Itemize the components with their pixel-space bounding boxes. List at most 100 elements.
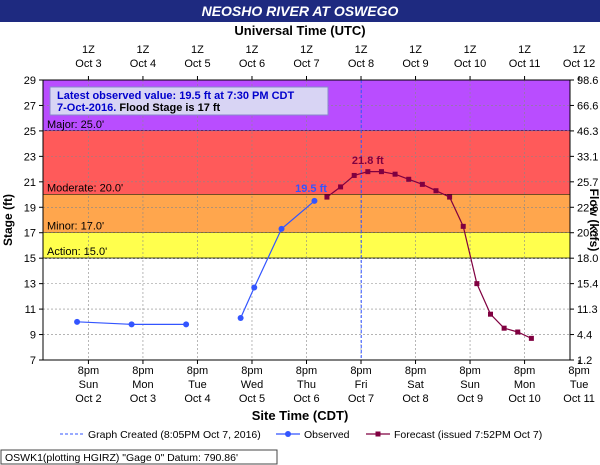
site-tick-date: Oct 5: [239, 393, 265, 405]
y-left-tick-label: 15: [24, 253, 36, 265]
forecast-point: [392, 171, 398, 177]
utc-tick-time: 1Z: [82, 44, 95, 56]
forecast-point: [460, 223, 466, 229]
site-tick-day: Sat: [407, 379, 424, 391]
forecast-point: [501, 325, 507, 331]
forecast-point: [378, 169, 384, 175]
y-left-tick-label: 19: [24, 202, 36, 214]
utc-tick-time: 1Z: [137, 44, 150, 56]
utc-tick-date: Oct 7: [293, 58, 319, 70]
utc-tick-time: 1Z: [191, 44, 204, 56]
site-tick-time: 8pm: [241, 365, 262, 377]
forecast-point: [419, 181, 425, 187]
observed-point: [128, 321, 135, 328]
threshold-label-minor: Minor: 17.0': [47, 221, 104, 233]
chart-title: NEOSHO RIVER AT OSWEGO: [202, 3, 399, 19]
forecast-point: [365, 169, 371, 175]
utc-tick-time: 1Z: [355, 44, 368, 56]
site-tick-date: Oct 9: [457, 393, 483, 405]
y-right-tick-label: 15.4: [577, 279, 598, 291]
site-tick-date: Oct 2: [75, 393, 101, 405]
latest-value-flood-stage: Flood Stage is 17 ft: [116, 102, 220, 114]
site-tick-time: 8pm: [568, 365, 589, 377]
legend-forecast-swatch-marker: [375, 431, 381, 437]
utc-tick-date: Oct 6: [239, 58, 265, 70]
site-tick-day: Wed: [241, 379, 263, 391]
utc-tick-time: 1Z: [573, 44, 586, 56]
y-left-tick-label: 11: [25, 304, 36, 316]
legend: Graph Created (8:05PM Oct 7, 2016) Obser…: [60, 429, 542, 441]
site-tick-day: Fri: [355, 379, 368, 391]
observed-latest-label: 19.5 ft: [295, 183, 327, 195]
site-tick-day: Tue: [570, 379, 589, 391]
y-left-tick-label: 23: [24, 151, 36, 163]
y-right-tick-label: 20.3: [577, 228, 598, 240]
site-tick-date: Oct 11: [563, 393, 595, 405]
utc-tick-date: Oct 11: [509, 58, 541, 70]
site-tick-time: 8pm: [296, 365, 317, 377]
legend-observed-swatch-marker: [285, 431, 291, 437]
observed-point: [183, 321, 190, 328]
forecast-crest-label: 21.8 ft: [352, 155, 384, 167]
observed-point: [74, 318, 81, 325]
observed-line: [240, 200, 315, 319]
utc-tick-date: Oct 5: [184, 58, 210, 70]
observed-point: [251, 284, 258, 291]
forecast-point: [515, 329, 521, 335]
site-tick-date: Oct 7: [348, 393, 374, 405]
title-bar: [0, 0, 600, 22]
site-tick-time: 8pm: [514, 365, 535, 377]
y-right-tick-label: 25.7: [577, 177, 598, 189]
threshold-label-moderate: Moderate: 20.0': [47, 183, 123, 195]
site-tick-day: Thu: [297, 379, 316, 391]
site-tick-day: Mon: [514, 379, 535, 391]
utc-tick-time: 1Z: [409, 44, 422, 56]
site-tick-date: Oct 3: [130, 393, 156, 405]
forecast-point: [447, 194, 453, 200]
latest-value-date: 7-Oct-2016.: [57, 102, 116, 114]
forecast-point: [406, 176, 412, 182]
utc-tick-date: Oct 9: [402, 58, 428, 70]
observed-point: [311, 197, 318, 204]
legend-observed: Observed: [304, 429, 350, 441]
forecast-point: [433, 188, 439, 194]
site-tick-time: 8pm: [187, 365, 208, 377]
y-right-label: Flow (kcfs): [587, 189, 600, 252]
forecast-point: [324, 194, 330, 200]
site-tick-time: 8pm: [459, 365, 480, 377]
threshold-label-major: Major: 25.0': [47, 119, 104, 131]
series-group: [74, 169, 534, 341]
utc-tick-time: 1Z: [246, 44, 259, 56]
y-left-label: Stage (ft): [1, 194, 15, 246]
threshold-label-action: Action: 15.0': [47, 246, 107, 258]
observed-point: [278, 225, 285, 232]
utc-tick-date: Oct 3: [75, 58, 101, 70]
y-right-tick-label: 1.2: [577, 355, 592, 367]
site-tick-day: Sun: [79, 379, 99, 391]
latest-value-box: Latest observed value: 19.5 ft at 7:30 P…: [49, 86, 329, 116]
y-right-tick-label: 46.3: [577, 126, 598, 138]
forecast-point: [487, 311, 493, 317]
forecast-line: [326, 171, 532, 339]
y-left-tick-label: 25: [24, 126, 36, 138]
utc-tick-date: Oct 12: [563, 58, 595, 70]
legend-forecast: Forecast (issued 7:52PM Oct 7): [394, 429, 542, 441]
y-left-tick-label: 7: [30, 355, 36, 367]
y-right-tick-label: 98.6: [577, 75, 598, 87]
site-tick-date: Oct 6: [293, 393, 319, 405]
site-tick-date: Oct 4: [184, 393, 210, 405]
site-tick-time: 8pm: [78, 365, 99, 377]
forecast-point: [474, 281, 480, 287]
site-tick-date: Oct 8: [402, 393, 428, 405]
utc-tick-time: 1Z: [300, 44, 313, 56]
observed-point: [237, 315, 244, 321]
site-tick-day: Mon: [132, 379, 153, 391]
utc-tick-time: 1Z: [464, 44, 477, 56]
y-left-tick-label: 13: [24, 279, 36, 291]
forecast-point: [351, 172, 357, 178]
utc-tick-date: Oct 10: [454, 58, 486, 70]
site-tick-day: Tue: [188, 379, 207, 391]
y-left-tick-label: 27: [24, 100, 36, 112]
site-axis-label: Site Time (CDT): [252, 408, 349, 423]
